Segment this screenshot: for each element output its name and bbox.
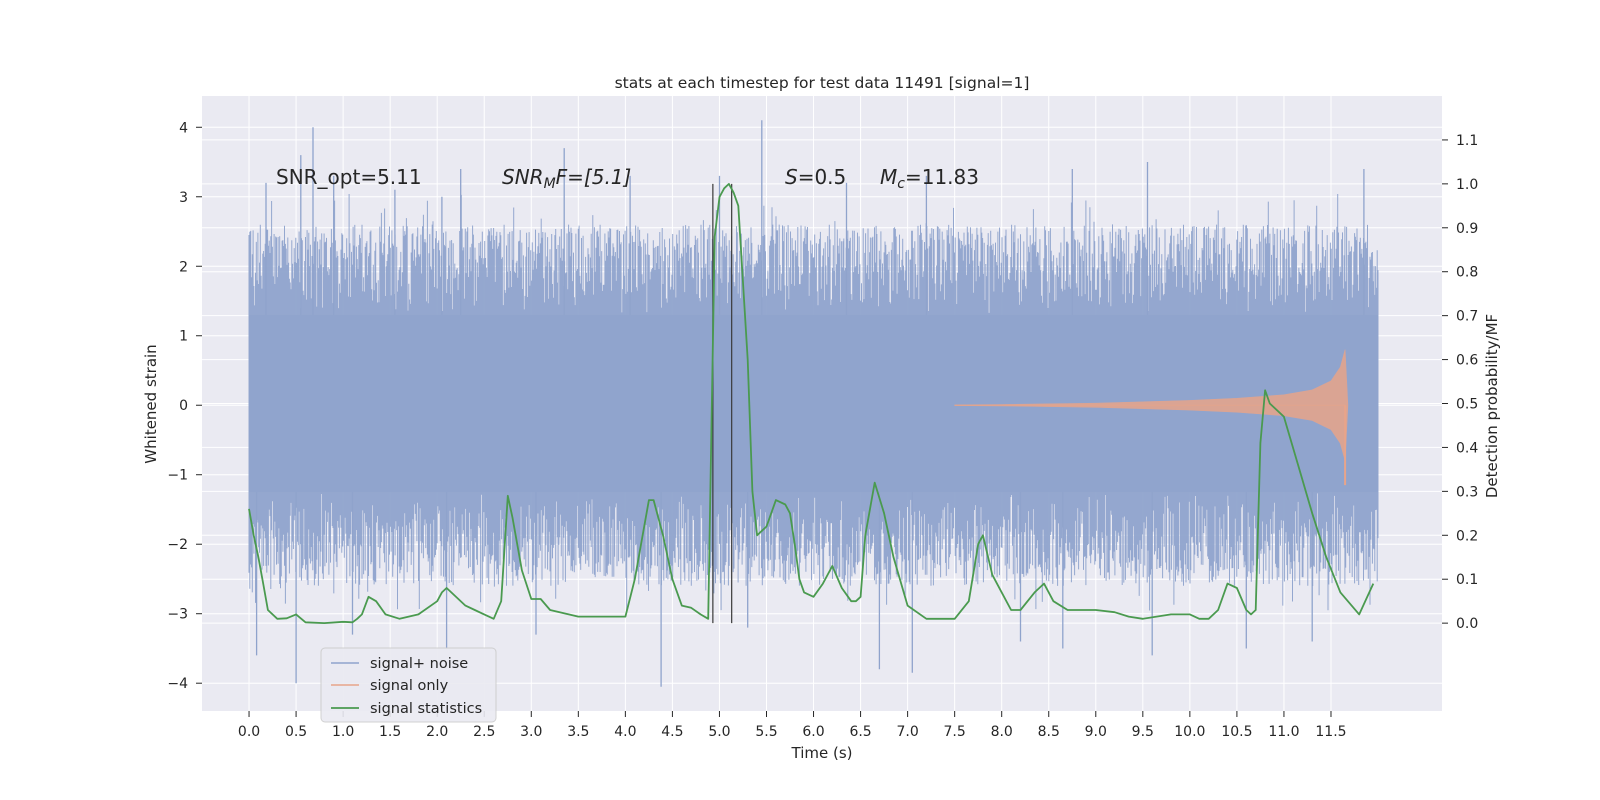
x-tick-label: 7.0 xyxy=(896,724,918,740)
x-tick-label: 7.5 xyxy=(944,724,966,740)
annotation-s: S=0.5 xyxy=(785,165,846,189)
annotation-snr-mf: SNRMF=[5.1] xyxy=(502,165,631,192)
annotation-snr-opt: SNR_opt=5.11 xyxy=(276,165,422,189)
axis-ticks: 0.0 0.5 1.0 1.5 2.0 2.5 3.0 3.5 4.0 4.5 5.0 5.5 6.0 6… xyxy=(167,120,1478,740)
x-tick-label: 1.5 xyxy=(379,724,401,740)
y-tick-label-left: 0 xyxy=(179,398,188,414)
x-tick-label: 1.0 xyxy=(332,724,354,740)
y-tick-label-right: 0.3 xyxy=(1456,484,1478,500)
x-tick-label: 10.0 xyxy=(1174,724,1205,740)
annotation-mc-main: M xyxy=(880,165,897,189)
x-tick-label: 9.0 xyxy=(1085,724,1107,740)
x-tick-label: 0.0 xyxy=(238,724,260,740)
x-tick-label: 4.5 xyxy=(661,724,683,740)
legend-label-signal-only: signal only xyxy=(370,678,449,694)
x-tick-label: 4.0 xyxy=(614,724,636,740)
annotation-s-main: S xyxy=(785,165,798,189)
annotation-mc-rest: =11.83 xyxy=(905,165,979,189)
legend-box xyxy=(320,647,497,723)
annotation-snr-mf-sub: M xyxy=(544,176,556,192)
noise-peaks xyxy=(255,120,1365,687)
y-tick-label-left: 3 xyxy=(179,190,188,206)
annotation-mc: Mc=11.83 xyxy=(880,165,979,192)
legend-label-signal-statistics: signal statistics xyxy=(370,701,482,717)
x-tick-label: 3.0 xyxy=(520,724,542,740)
x-tick-label: 3.5 xyxy=(567,724,589,740)
annotation-mc-sub: c xyxy=(897,176,905,192)
y-axis-label-left: Whitened strain xyxy=(142,344,160,463)
y-tick-label-right: 0.7 xyxy=(1456,309,1478,325)
x-axis-label: Time (s) xyxy=(791,744,853,762)
y-tick-label-right: 1.0 xyxy=(1456,177,1478,193)
y-tick-label-right: 0.5 xyxy=(1456,397,1478,413)
y-tick-label-left: −1 xyxy=(167,468,188,484)
annotation-snr-mf-main: SNR xyxy=(502,165,544,189)
series-signal-only xyxy=(954,349,1349,486)
statistics-line xyxy=(248,183,1375,624)
annotation-s-rest: =0.5 xyxy=(798,165,847,189)
y-tick-label-right: 0.6 xyxy=(1456,353,1478,369)
y-axis-label-right: Detection probability/MF xyxy=(1483,314,1501,498)
x-tick-label: 5.5 xyxy=(755,724,777,740)
y-tick-label-right: 0.8 xyxy=(1456,265,1478,281)
x-tick-label: 2.5 xyxy=(473,724,495,740)
x-tick-label: 6.0 xyxy=(802,724,824,740)
y-tick-label-right: 0.4 xyxy=(1456,440,1478,456)
x-tick-label: 2.0 xyxy=(426,724,448,740)
legend: signal+ noise signal only signal statist… xyxy=(320,647,497,723)
marker-lines xyxy=(712,183,733,624)
x-tick-label: 0.5 xyxy=(285,724,307,740)
series-signal-statistics xyxy=(248,183,1375,624)
x-tick-label: 5.0 xyxy=(708,724,730,740)
y-tick-label-left: 4 xyxy=(179,120,188,136)
noise-strokes xyxy=(248,194,1379,611)
y-tick-label-right: 1.1 xyxy=(1456,133,1478,149)
chart-title: stats at each timestep for test data 114… xyxy=(615,74,1030,92)
legend-label-signal-noise: signal+ noise xyxy=(370,656,468,672)
x-tick-label: 8.0 xyxy=(991,724,1013,740)
y-tick-label-right: 0.2 xyxy=(1456,528,1478,544)
y-tick-label-left: −4 xyxy=(167,676,188,692)
y-tick-label-left: −3 xyxy=(167,607,188,623)
x-tick-label: 6.5 xyxy=(849,724,871,740)
y-tick-label-right: 0.9 xyxy=(1456,221,1478,237)
y-tick-label-left: 2 xyxy=(179,259,188,275)
y-tick-label-right: 0.0 xyxy=(1456,616,1478,632)
x-tick-label: 11.0 xyxy=(1268,724,1299,740)
y-tick-label-left: 1 xyxy=(179,329,188,345)
x-tick-label: 10.5 xyxy=(1221,724,1252,740)
x-tick-label: 9.5 xyxy=(1132,724,1154,740)
x-tick-label: 11.5 xyxy=(1315,724,1346,740)
annotation-snr-mf-rest: F=[5.1] xyxy=(556,165,632,189)
y-tick-label-left: −2 xyxy=(167,537,188,553)
x-tick-label: 8.5 xyxy=(1038,724,1060,740)
y-tick-label-right: 0.1 xyxy=(1456,572,1478,588)
